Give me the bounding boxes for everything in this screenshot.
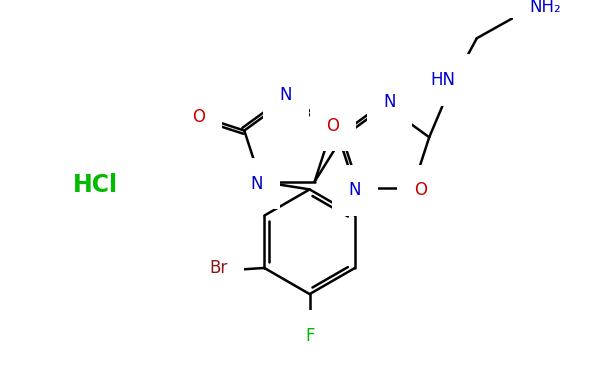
Text: F: F bbox=[305, 327, 315, 345]
Text: O: O bbox=[414, 181, 427, 199]
Text: HN: HN bbox=[430, 71, 455, 89]
Text: O: O bbox=[192, 108, 205, 126]
Text: N: N bbox=[384, 93, 396, 111]
Text: N: N bbox=[349, 181, 361, 199]
Text: O: O bbox=[327, 117, 339, 135]
Text: NH₂: NH₂ bbox=[529, 0, 561, 16]
Text: N: N bbox=[251, 174, 263, 192]
Text: N: N bbox=[280, 86, 292, 104]
Text: Br: Br bbox=[209, 259, 227, 277]
Text: HCl: HCl bbox=[73, 172, 118, 196]
